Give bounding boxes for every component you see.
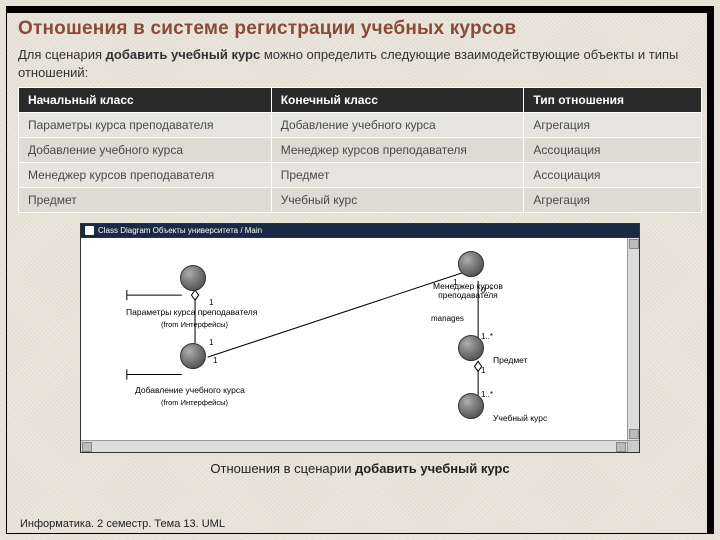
subtitle-pre: Для сценария (18, 47, 106, 62)
edge-label: manages (431, 314, 464, 323)
uml-node-label: Параметры курса преподавателя (126, 308, 257, 317)
table-cell: Менеджер курсов преподавателя (19, 163, 272, 188)
table-cell: Добавление учебного курса (271, 113, 524, 138)
uml-node-manager (458, 251, 484, 277)
col-start: Начальный класс (19, 88, 272, 113)
diagram-edges (81, 238, 639, 452)
diagram-caption: Отношения в сценарии добавить учебный ку… (18, 461, 702, 476)
uml-node-label: Предмет (493, 356, 528, 365)
caption-bold: добавить учебный курс (355, 461, 510, 476)
uml-node-label: Учебный курс (493, 414, 547, 423)
class-diagram-window: Class Diagram Объекты университета / Mai… (80, 223, 640, 453)
uml-node-stereotype: (from Интерфейсы) (161, 398, 228, 407)
col-type: Тип отношения (524, 88, 702, 113)
diagram-title: Class Diagram Объекты университета / Mai… (98, 226, 262, 235)
scroll-down-button[interactable] (629, 429, 639, 439)
scrollbar-vertical[interactable] (627, 238, 639, 440)
multiplicity: 0..* (481, 286, 493, 295)
multiplicity: 1 (209, 338, 213, 347)
diagram-titlebar: Class Diagram Объекты университета / Mai… (81, 224, 639, 238)
table-cell: Добавление учебного курса (19, 138, 272, 163)
subtitle-bold: добавить учебный курс (106, 47, 261, 62)
uml-node-label: Добавление учебного курса (135, 386, 245, 395)
table-cell: Агрегация (524, 188, 702, 213)
scroll-up-button[interactable] (629, 239, 639, 249)
slide-content: Отношения в системе регистрации учебных … (18, 18, 702, 514)
table-cell: Ассоциация (524, 138, 702, 163)
caption-pre: Отношения в сценарии (210, 461, 355, 476)
table-cell: Ассоциация (524, 163, 702, 188)
page-title: Отношения в системе регистрации учебных … (18, 18, 702, 40)
multiplicity: 1 (209, 298, 213, 307)
table-row: ПредметУчебный курсАгрегация (19, 188, 702, 213)
multiplicity: 1..* (481, 332, 493, 341)
table-cell: Предмет (19, 188, 272, 213)
col-end: Конечный класс (271, 88, 524, 113)
table-row: Менеджер курсов преподавателяПредметАссо… (19, 163, 702, 188)
diagram-canvas: Параметры курса преподавателя (from Интер… (81, 238, 639, 452)
table-row: Добавление учебного курсаМенеджер курсов… (19, 138, 702, 163)
scrollbar-horizontal[interactable] (81, 440, 627, 452)
subtitle: Для сценария добавить учебный курс можно… (18, 46, 702, 81)
table-cell: Параметры курса преподавателя (19, 113, 272, 138)
table-cell: Агрегация (524, 113, 702, 138)
slide-footer: Информатика. 2 семестр. Тема 13. UML (20, 518, 225, 530)
scroll-corner (627, 440, 639, 452)
table-cell: Учебный курс (271, 188, 524, 213)
multiplicity: 1 (213, 356, 217, 365)
multiplicity: 1 (481, 366, 485, 375)
multiplicity: 1..* (481, 390, 493, 399)
table-cell: Предмет (271, 163, 524, 188)
relations-table: Начальный класс Конечный класс Тип отнош… (18, 87, 702, 213)
window-icon (85, 226, 94, 235)
multiplicity: 1 (453, 278, 457, 287)
scroll-right-button[interactable] (616, 442, 626, 452)
uml-node-params (180, 265, 206, 291)
table-cell: Менеджер курсов преподавателя (271, 138, 524, 163)
uml-node-add (180, 343, 206, 369)
table-row: Параметры курса преподавателяДобавление … (19, 113, 702, 138)
table-header-row: Начальный класс Конечный класс Тип отнош… (19, 88, 702, 113)
uml-node-stereotype: (from Интерфейсы) (161, 320, 228, 329)
scroll-left-button[interactable] (82, 442, 92, 452)
